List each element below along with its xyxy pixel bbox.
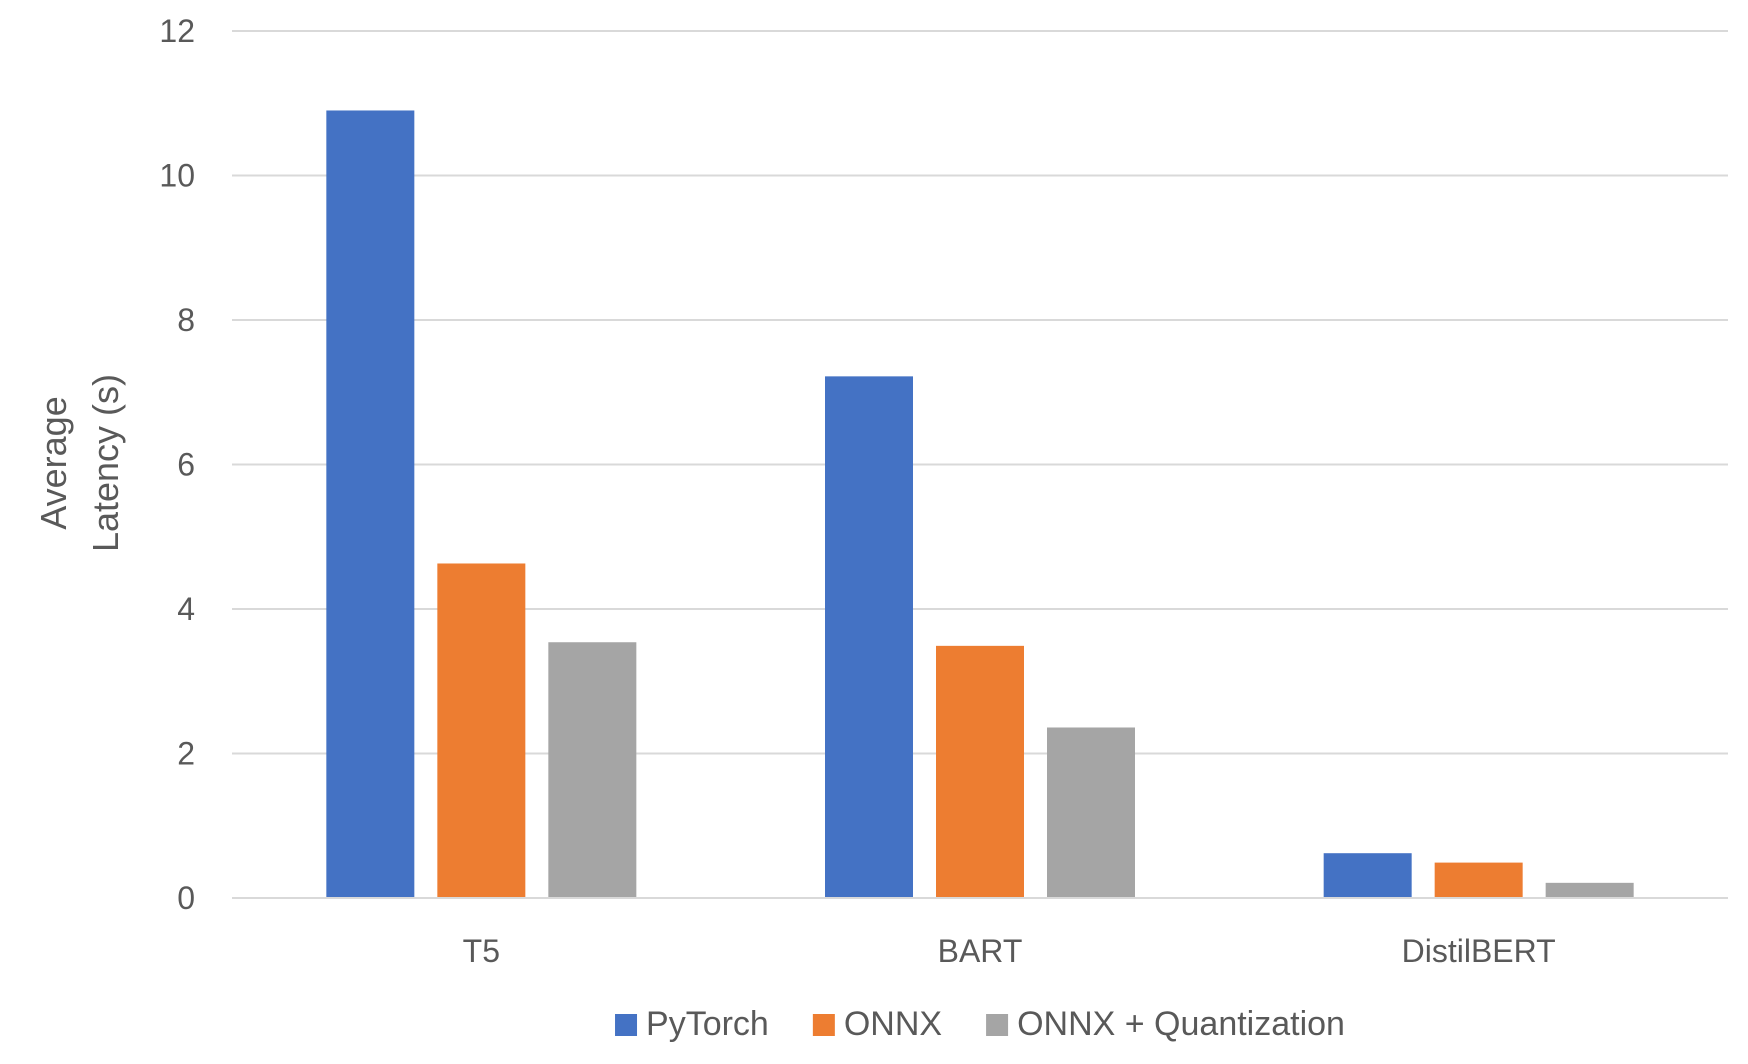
x-tick-label-t5: T5 [463, 933, 500, 969]
legend-item-pytorch: PyTorch [615, 1005, 769, 1043]
bar-bart-pytorch [825, 376, 913, 899]
bar-t5-onnx [437, 563, 526, 898]
legend-label-onnx: ONNX [844, 1005, 942, 1043]
legend-swatch-onnx-quantization [986, 1014, 1009, 1036]
bar-t5-onnx-quantization [548, 642, 637, 898]
bar-distilbert-onnx-quantization [1545, 882, 1634, 898]
bar-distilbert-onnx [1434, 862, 1523, 898]
legend-item-onnx: ONNX [812, 1005, 942, 1043]
y-axis-title-line-2: Latency (s) [85, 374, 126, 552]
bar-bart-onnx [936, 645, 1024, 898]
y-tick-label-2: 2 [177, 736, 195, 772]
y-axis-title-line-1: Average [33, 396, 74, 529]
y-tick-label-0: 0 [177, 880, 195, 916]
y-axis-tick-labels: 0 2 4 6 8 10 12 [159, 13, 195, 916]
x-axis-tick-labels: T5 BART DistilBERT [463, 933, 1556, 969]
y-tick-label-8: 8 [177, 302, 195, 338]
y-tick-label-6: 6 [177, 447, 195, 483]
legend-swatch-onnx [812, 1014, 835, 1036]
y-tick-label-4: 4 [177, 591, 195, 627]
bar-bart-onnx-quantization [1047, 727, 1135, 898]
legend-label-pytorch: PyTorch [646, 1005, 769, 1043]
legend-swatch-pytorch [615, 1014, 638, 1036]
x-tick-label-distilbert: DistilBERT [1402, 933, 1556, 969]
y-tick-label-10: 10 [159, 158, 195, 194]
bars [326, 110, 1634, 899]
y-axis-title: Average Latency (s) [33, 374, 126, 552]
x-tick-label-bart: BART [938, 933, 1023, 969]
legend: PyTorch ONNX ONNX + Quantization [615, 1005, 1345, 1043]
bar-distilbert-pytorch [1323, 853, 1412, 898]
y-tick-label-12: 12 [159, 13, 195, 49]
legend-label-onnx-quantization: ONNX + Quantization [1017, 1005, 1345, 1043]
bar-t5-pytorch [326, 110, 415, 899]
legend-item-onnx-quantization: ONNX + Quantization [986, 1005, 1345, 1043]
